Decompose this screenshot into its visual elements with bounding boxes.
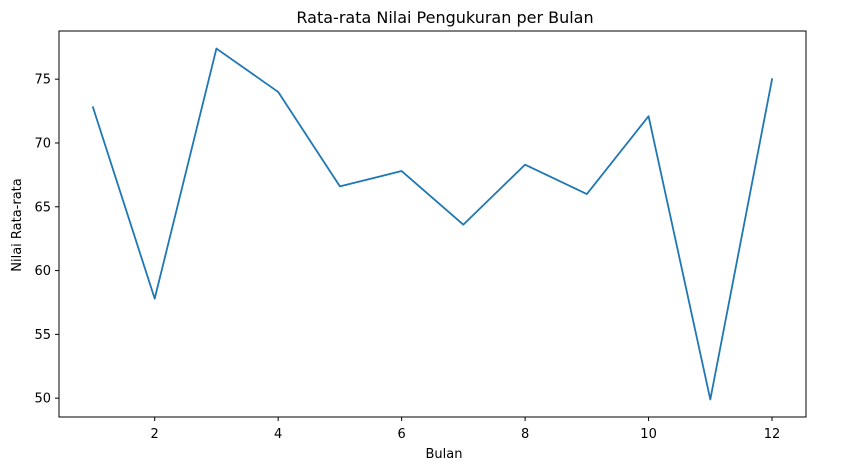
y-tick-label: 60 — [34, 264, 51, 279]
x-tick-label: 12 — [764, 427, 781, 442]
x-tick-label: 6 — [397, 427, 405, 442]
x-tick-label: 8 — [521, 427, 529, 442]
plot-frame — [58, 30, 807, 418]
y-tick-label: 75 — [34, 73, 51, 88]
y-axis-label: Nilai Rata-rata — [10, 178, 25, 272]
x-axis-label: Bulan — [426, 447, 463, 462]
x-axis-ticks: 2 4 6 8 10 12 — [151, 417, 781, 442]
x-tick-label: 2 — [151, 427, 159, 442]
y-tick-label: 55 — [34, 328, 51, 343]
x-tick-label: 4 — [274, 427, 282, 442]
series-layer — [91, 47, 774, 401]
series-line — [91, 47, 774, 401]
y-tick-label: 65 — [34, 200, 51, 215]
y-tick-label: 50 — [34, 392, 51, 407]
y-tick-label: 70 — [34, 136, 51, 151]
y-axis-ticks: 50 55 60 65 70 75 — [34, 73, 59, 407]
x-tick-label: 10 — [640, 427, 657, 442]
chart-title: Rata-rata Nilai Pengukuran per Bulan — [296, 8, 593, 27]
